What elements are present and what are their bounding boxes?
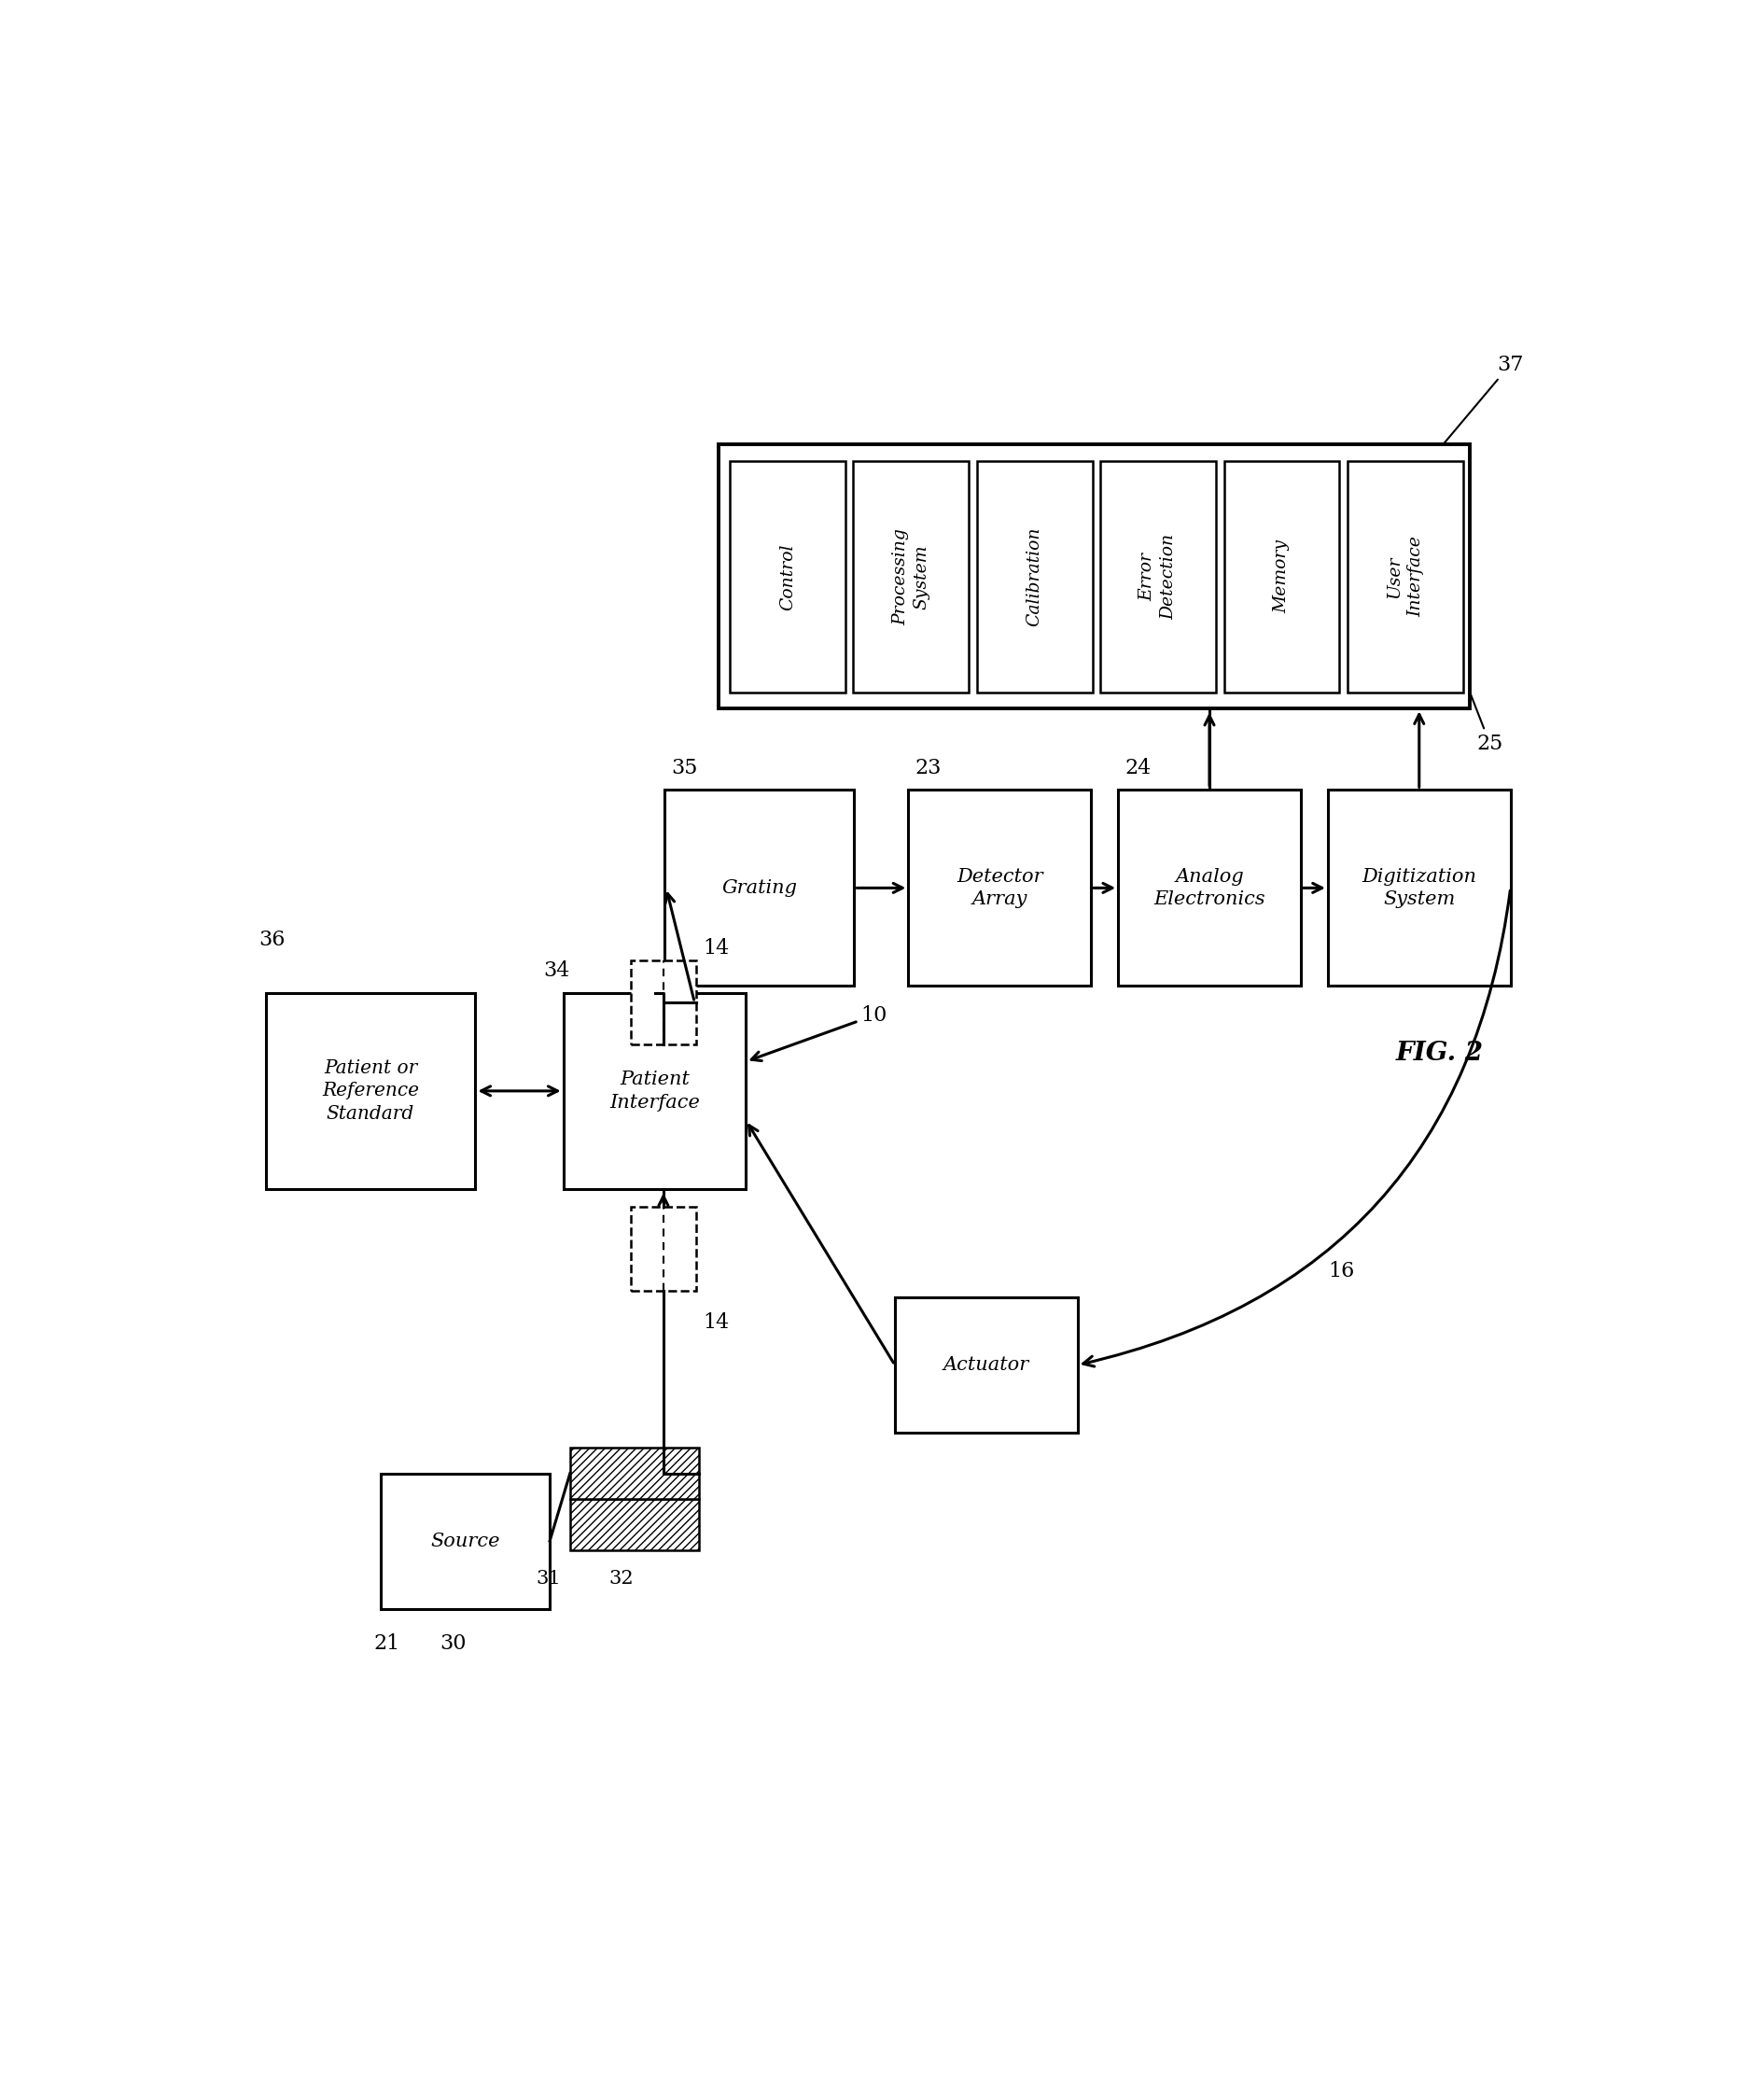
Text: 23: 23 [915, 758, 941, 779]
Bar [730, 462, 845, 693]
Text: 34: 34 [543, 960, 569, 981]
Bar [630, 960, 697, 1044]
Text: Digitization
System: Digitization System [1362, 867, 1477, 907]
Text: Calibration: Calibration [1027, 527, 1042, 626]
Bar [1100, 462, 1215, 693]
Text: 37: 37 [1444, 355, 1524, 443]
Bar [265, 993, 475, 1189]
Bar [569, 1499, 698, 1550]
FancyArrowPatch shape [1083, 890, 1510, 1367]
Text: 35: 35 [672, 758, 698, 779]
Bar [854, 462, 969, 693]
Bar [564, 993, 746, 1189]
Text: 14: 14 [702, 939, 730, 958]
Text: Memory: Memory [1273, 540, 1290, 613]
Text: Patient or
Reference
Standard: Patient or Reference Standard [321, 1060, 419, 1124]
Bar [665, 790, 854, 987]
Text: 24: 24 [1124, 758, 1151, 779]
Text: 21: 21 [374, 1634, 400, 1655]
Bar [1224, 462, 1339, 693]
Text: 31: 31 [536, 1571, 560, 1588]
Text: 25: 25 [1470, 695, 1503, 754]
Text: Detector
Array: Detector Array [957, 867, 1042, 907]
Bar [630, 1208, 697, 1292]
Text: Patient
Interface: Patient Interface [609, 1071, 700, 1111]
Bar [1117, 790, 1301, 987]
Text: Source: Source [431, 1533, 499, 1550]
Bar [894, 1298, 1077, 1432]
Bar [569, 1447, 698, 1499]
Bar [381, 1474, 550, 1609]
Bar [1348, 462, 1463, 693]
Text: Processing
System: Processing System [892, 529, 931, 626]
Text: FIG. 2: FIG. 2 [1395, 1042, 1482, 1067]
Text: 36: 36 [258, 930, 285, 949]
Text: Error
Detection: Error Detection [1138, 533, 1177, 620]
Text: 16: 16 [1327, 1262, 1355, 1281]
Bar [719, 445, 1470, 708]
Text: Grating: Grating [721, 880, 798, 897]
Text: 14: 14 [702, 1312, 730, 1334]
Bar [1327, 790, 1510, 987]
Text: 10: 10 [751, 1006, 887, 1060]
Text: 30: 30 [440, 1634, 466, 1655]
Bar [978, 462, 1093, 693]
Text: User
Interface: User Interface [1386, 536, 1425, 617]
Text: Analog
Electronics: Analog Electronics [1154, 867, 1266, 907]
Text: Control: Control [779, 544, 796, 609]
Bar [908, 790, 1091, 987]
Text: 32: 32 [609, 1571, 634, 1588]
Text: Actuator: Actuator [943, 1357, 1028, 1373]
